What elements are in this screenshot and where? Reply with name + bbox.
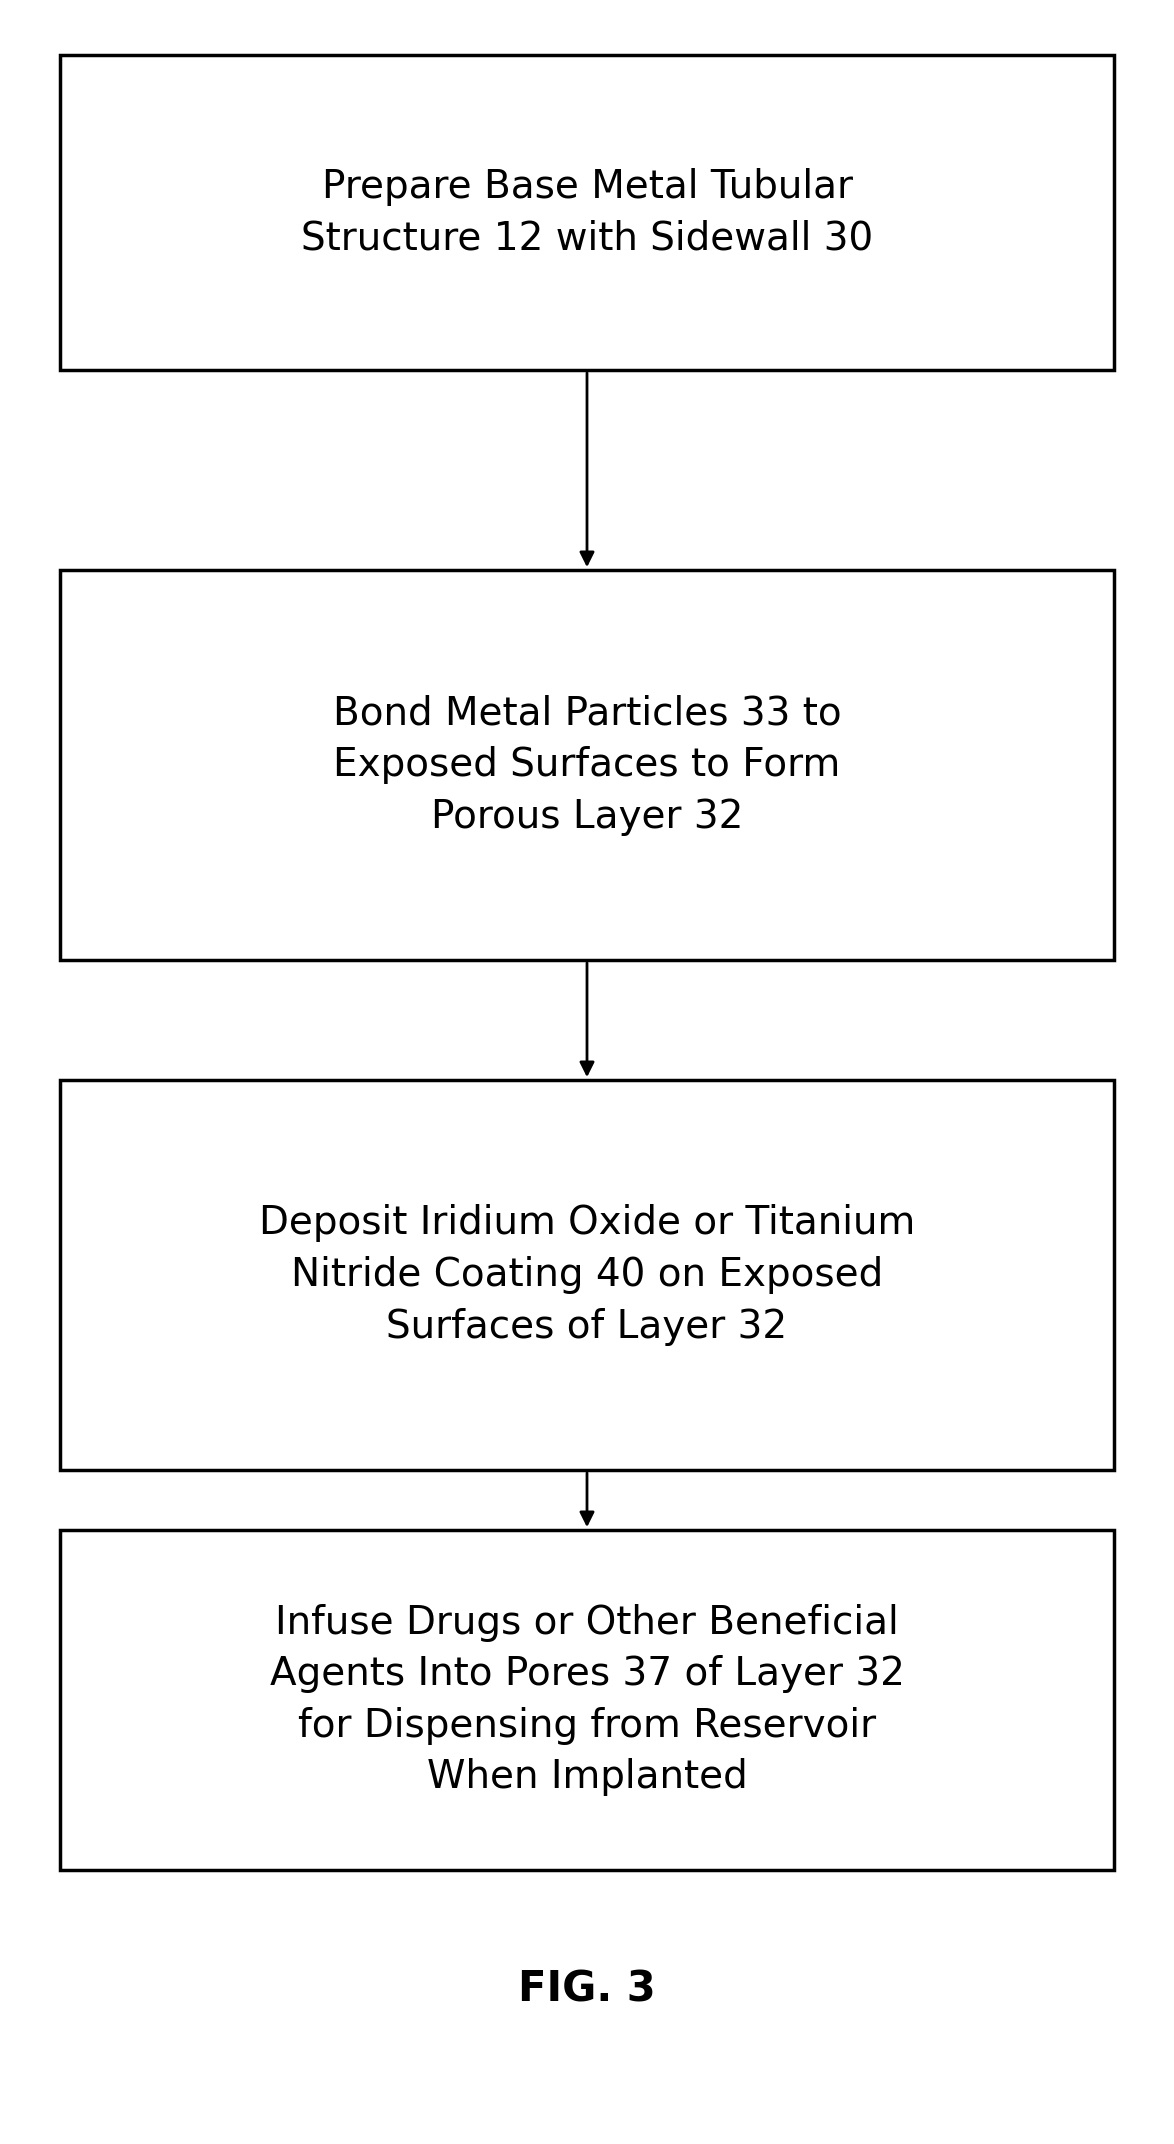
Text: FIG. 3: FIG. 3 — [518, 1968, 656, 2011]
Bar — [60, 1081, 1114, 1471]
Bar — [60, 570, 1114, 961]
Bar — [60, 1531, 1114, 1870]
Text: Infuse Drugs or Other Beneficial
Agents Into Pores 37 of Layer 32
for Dispensing: Infuse Drugs or Other Beneficial Agents … — [270, 1604, 904, 1797]
Text: Deposit Iridium Oxide or Titanium
Nitride Coating 40 on Exposed
Surfaces of Laye: Deposit Iridium Oxide or Titanium Nitrid… — [259, 1205, 915, 1346]
Text: Bond Metal Particles 33 to
Exposed Surfaces to Form
Porous Layer 32: Bond Metal Particles 33 to Exposed Surfa… — [332, 695, 842, 836]
Bar — [60, 56, 1114, 371]
Text: Prepare Base Metal Tubular
Structure 12 with Sidewall 30: Prepare Base Metal Tubular Structure 12 … — [301, 167, 873, 257]
